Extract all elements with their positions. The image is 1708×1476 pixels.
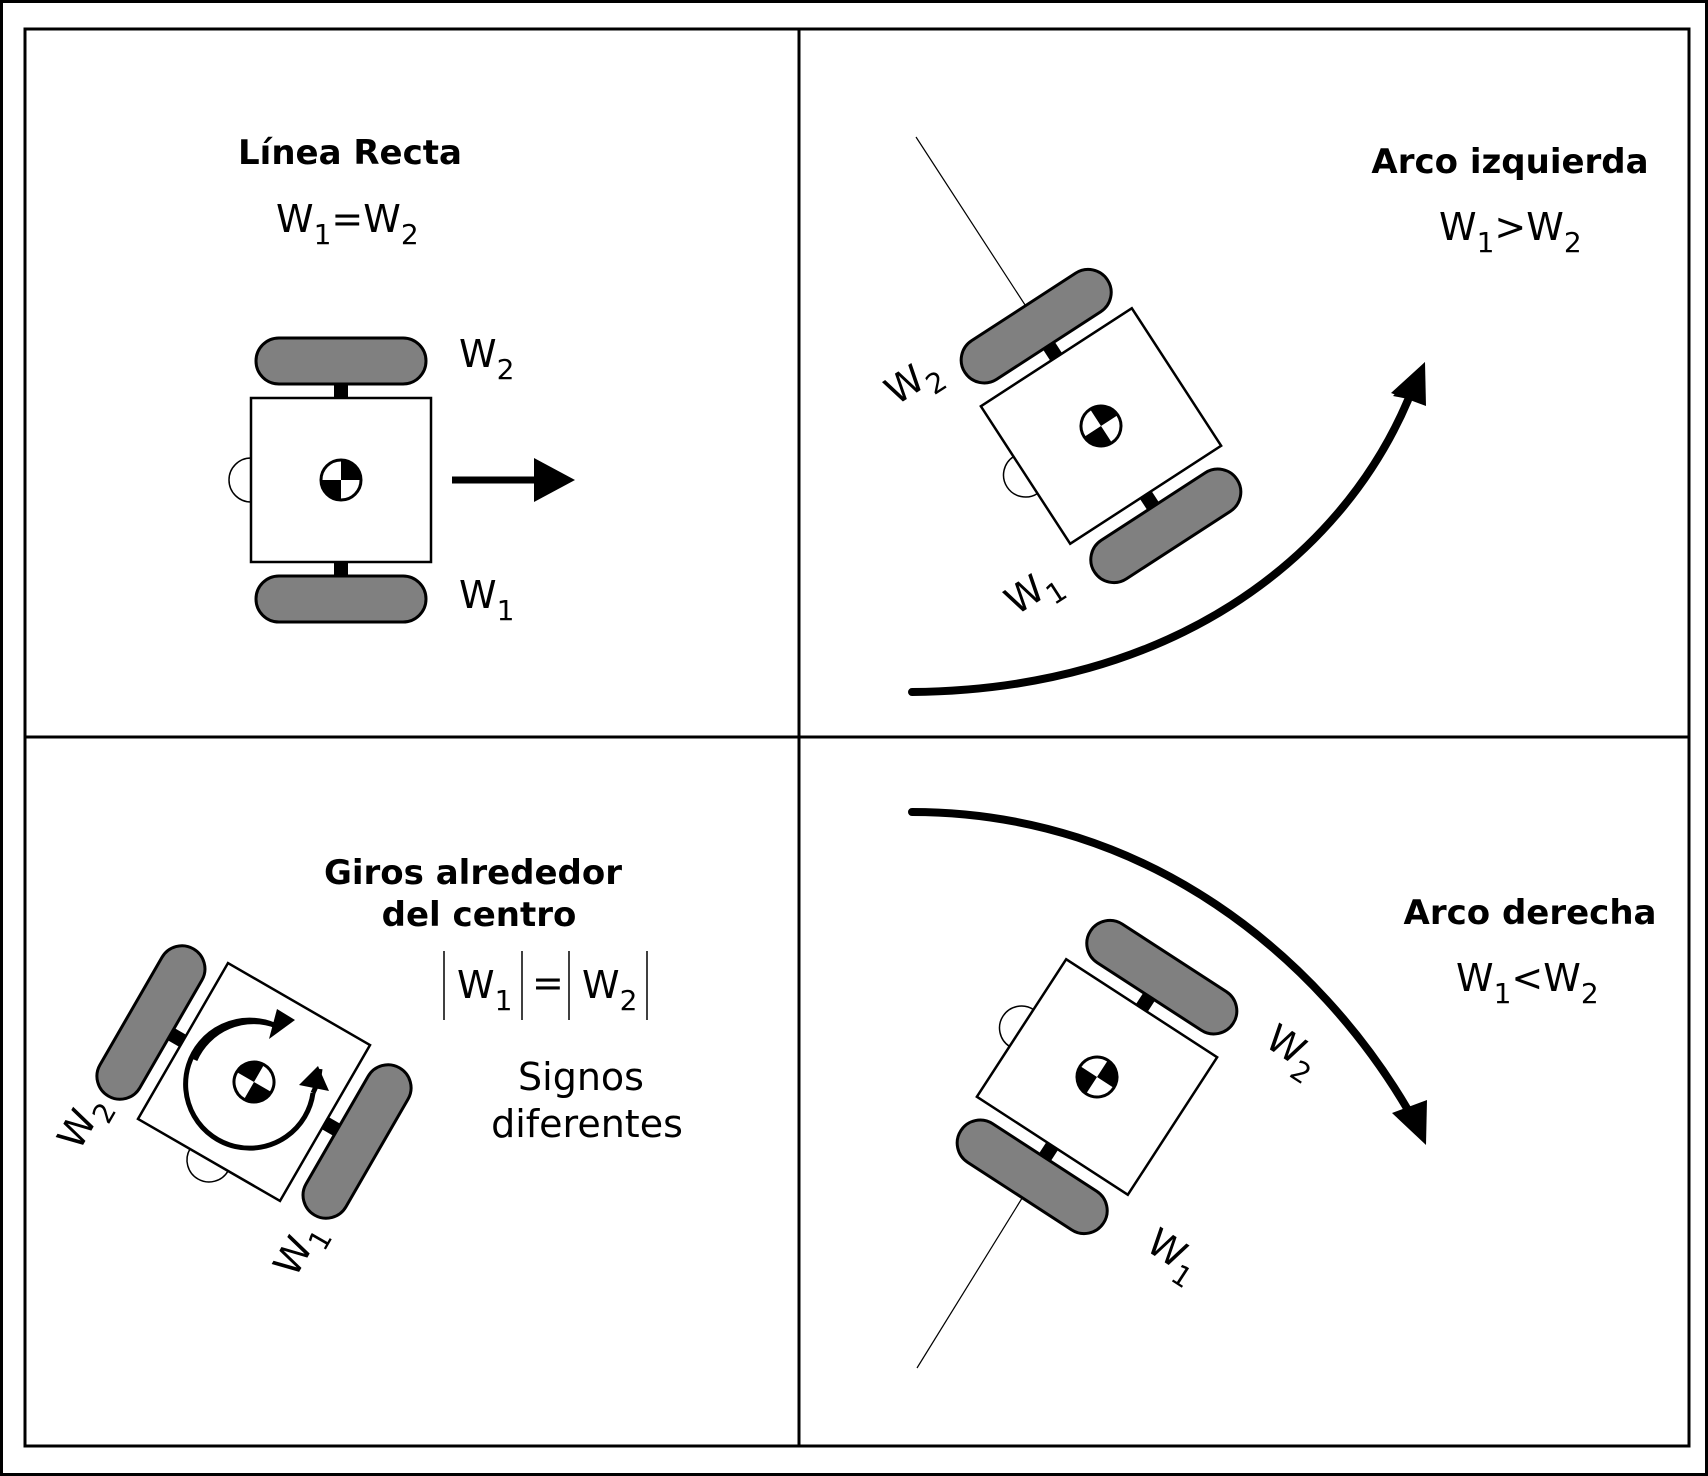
panel-spin: Giros alrededor del centro W1 = W2 Signo… [49,853,683,1289]
wheel-label-w2: W2 [877,346,953,421]
speed-equation: W1=W2 [276,197,419,251]
panel-arc-left: Arco izquierda W1>W2 W2 W1 [877,136,1649,696]
wheel-label-w1: W1 [265,1214,339,1289]
note-line2: diferentes [491,1102,683,1146]
wheel-label-w1: W1 [1134,1220,1210,1295]
panel-title-line2: del centro [382,895,577,935]
svg-text:=: = [532,961,564,1005]
svg-text:W1: W1 [457,963,512,1017]
note-line1: Signos [518,1055,644,1099]
panel-title: Línea Recta [238,133,462,173]
panel-arc-right: Arco derecha W1<W2 W2 W1 [908,808,1657,1369]
robot-icon [227,336,433,624]
wheel-label-w2: W2 [459,332,514,386]
panel-title: Arco derecha [1404,893,1657,933]
wheel-label-w1: W1 [997,556,1073,631]
rotation-arrow-icon [183,1009,329,1151]
speed-equation: W1 = W2 [443,951,648,1020]
robot-icon [928,256,1256,608]
panel-title: Arco izquierda [1371,142,1648,182]
panel-straight-line: Línea Recta W1=W2 W2 W1 [227,133,575,627]
svg-text:W2: W2 [582,963,637,1017]
panel-title-line1: Giros alrededor [324,853,622,893]
speed-equation: W1>W2 [1439,205,1582,259]
right-arc-arrow-icon [908,808,1427,1145]
forward-arrow-icon [452,458,575,502]
robot-icon [924,895,1252,1247]
wheel-label-w1: W1 [459,573,514,627]
speed-equation: W1<W2 [1456,956,1599,1010]
wheel-label-w2: W2 [1253,1016,1329,1091]
robot-icon [73,931,424,1252]
left-arc-arrow-icon [908,362,1426,696]
